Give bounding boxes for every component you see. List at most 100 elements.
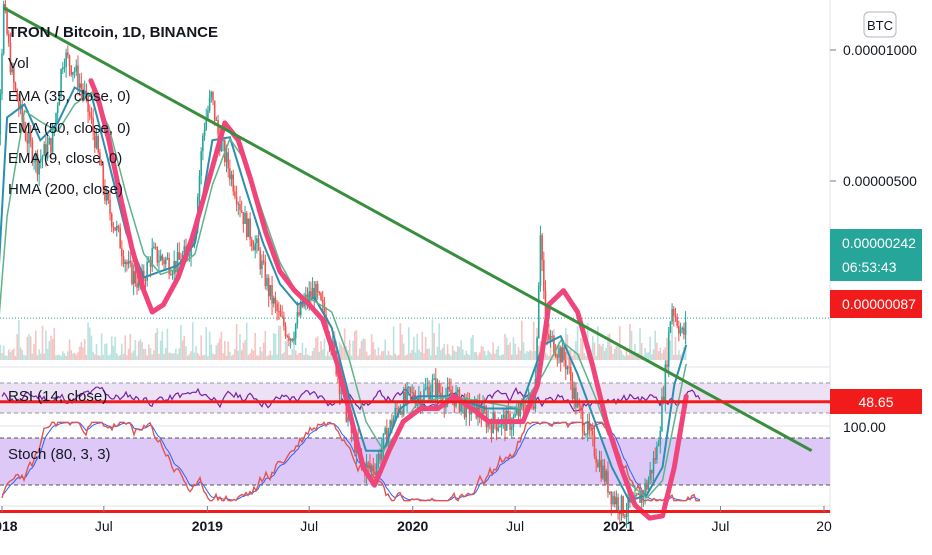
candle-body	[210, 91, 213, 98]
volume-bar	[99, 355, 101, 360]
volume-bar	[615, 346, 618, 360]
volume-bar	[163, 353, 165, 360]
candle-body	[267, 277, 270, 297]
candle-body	[208, 97, 211, 111]
candle-body	[109, 199, 111, 214]
volume-bar	[618, 326, 621, 360]
drawings[interactable]	[0, 6, 830, 513]
candle-body	[497, 427, 500, 431]
volume-bar	[283, 352, 285, 360]
volume-bar	[237, 350, 240, 360]
candle-body	[259, 250, 262, 270]
candle-body	[316, 283, 319, 293]
volume-bar	[186, 355, 189, 360]
volume-bar	[456, 346, 459, 360]
volume-bar	[274, 334, 277, 360]
candle-body	[7, 34, 10, 43]
candle-body	[456, 389, 459, 393]
candle-body	[543, 260, 545, 291]
volume-bar	[629, 323, 631, 360]
candle-body	[539, 235, 542, 286]
volume-bar	[401, 334, 403, 360]
volume-bar	[298, 353, 300, 360]
candle-body	[391, 420, 393, 427]
volume-bar	[110, 336, 113, 360]
volume-bar	[365, 351, 368, 360]
candle-body	[230, 174, 233, 180]
volume-bar	[438, 323, 440, 360]
candle-body	[198, 175, 201, 197]
volume-bar	[151, 354, 154, 360]
volume-bar	[259, 346, 262, 360]
candle-body	[159, 255, 162, 261]
candle-body	[590, 430, 592, 431]
candle-body	[298, 312, 300, 316]
volume-bar	[657, 351, 660, 360]
stoch-axis-label: 100.00	[843, 419, 886, 435]
indicator-label-vol: Vol	[8, 55, 29, 72]
volume-bar	[556, 345, 559, 360]
volume-bar	[473, 351, 476, 360]
candle-body	[613, 495, 616, 505]
volume-bar	[299, 352, 302, 360]
candle-body	[672, 308, 675, 316]
candle-body	[129, 260, 132, 263]
volume-bar	[119, 355, 121, 360]
volume-bar	[647, 352, 650, 360]
candle-body	[240, 210, 243, 213]
candle-body	[303, 300, 305, 307]
candle-body	[31, 140, 34, 162]
volume-bar	[612, 353, 614, 360]
candle-body	[119, 227, 121, 249]
candle-body	[252, 245, 255, 251]
volume-bar	[92, 351, 94, 360]
volume-bar	[97, 355, 100, 360]
volume-bar	[370, 334, 373, 360]
volume-bar	[500, 354, 503, 360]
candle-body	[593, 435, 596, 457]
candle-body	[536, 338, 538, 379]
candle-body	[659, 431, 662, 445]
volume-bar	[494, 353, 496, 360]
volume-bar	[573, 350, 575, 360]
candle-body	[251, 239, 253, 246]
volume-bar	[669, 340, 672, 360]
candle-body	[634, 494, 636, 500]
volume-bar	[512, 337, 515, 360]
candle-body	[396, 407, 398, 409]
currency-badge[interactable]: BTC	[863, 11, 897, 38]
candle-body	[220, 140, 223, 152]
volume-bar	[348, 339, 351, 360]
volume-bar	[230, 355, 233, 360]
candle-body	[494, 412, 496, 423]
candle-body	[294, 323, 297, 339]
candle-body	[264, 262, 267, 287]
candle-body	[94, 131, 96, 148]
candle-body	[313, 288, 316, 300]
volume-bar	[516, 354, 518, 360]
candle-body	[63, 66, 66, 68]
candle-body	[308, 291, 310, 303]
volume-bar	[254, 333, 256, 360]
volume-bar	[353, 331, 356, 360]
candle-body	[146, 261, 148, 281]
volume-bar	[28, 333, 30, 360]
price-axis[interactable]: 0.00001000 0.00000500	[830, 42, 917, 189]
candle-body	[482, 405, 484, 419]
volume-bar	[247, 354, 250, 360]
candle-body	[664, 364, 667, 401]
candle-body	[507, 410, 510, 414]
volume-bar	[625, 348, 628, 360]
volume-bar	[350, 355, 353, 360]
volume-bar	[652, 349, 655, 360]
time-axis[interactable]: 2018 Jul 2019 Jul 2020 Jul 2021 Jul 20	[0, 506, 832, 534]
candle-body	[158, 260, 160, 263]
candle-body	[591, 430, 594, 436]
volume-bar	[679, 354, 682, 360]
candle-body	[6, 10, 8, 35]
volume-bar	[24, 355, 27, 360]
candle-body	[674, 315, 677, 318]
volume-bar	[207, 355, 209, 360]
candle-body	[597, 462, 599, 468]
